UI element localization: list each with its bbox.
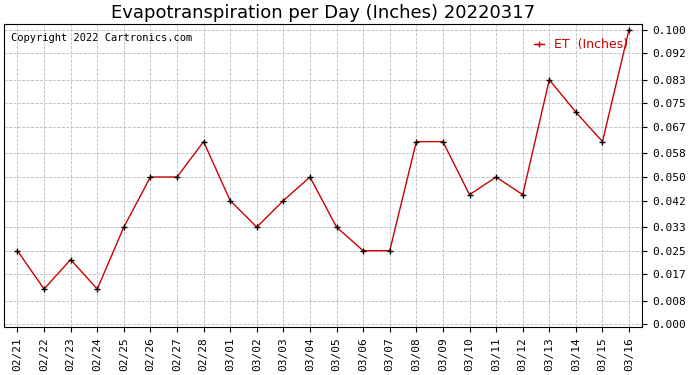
Text: Copyright 2022 Cartronics.com: Copyright 2022 Cartronics.com xyxy=(10,33,192,43)
Legend: ET  (Inches): ET (Inches) xyxy=(529,33,633,56)
Title: Evapotranspiration per Day (Inches) 20220317: Evapotranspiration per Day (Inches) 2022… xyxy=(111,4,535,22)
